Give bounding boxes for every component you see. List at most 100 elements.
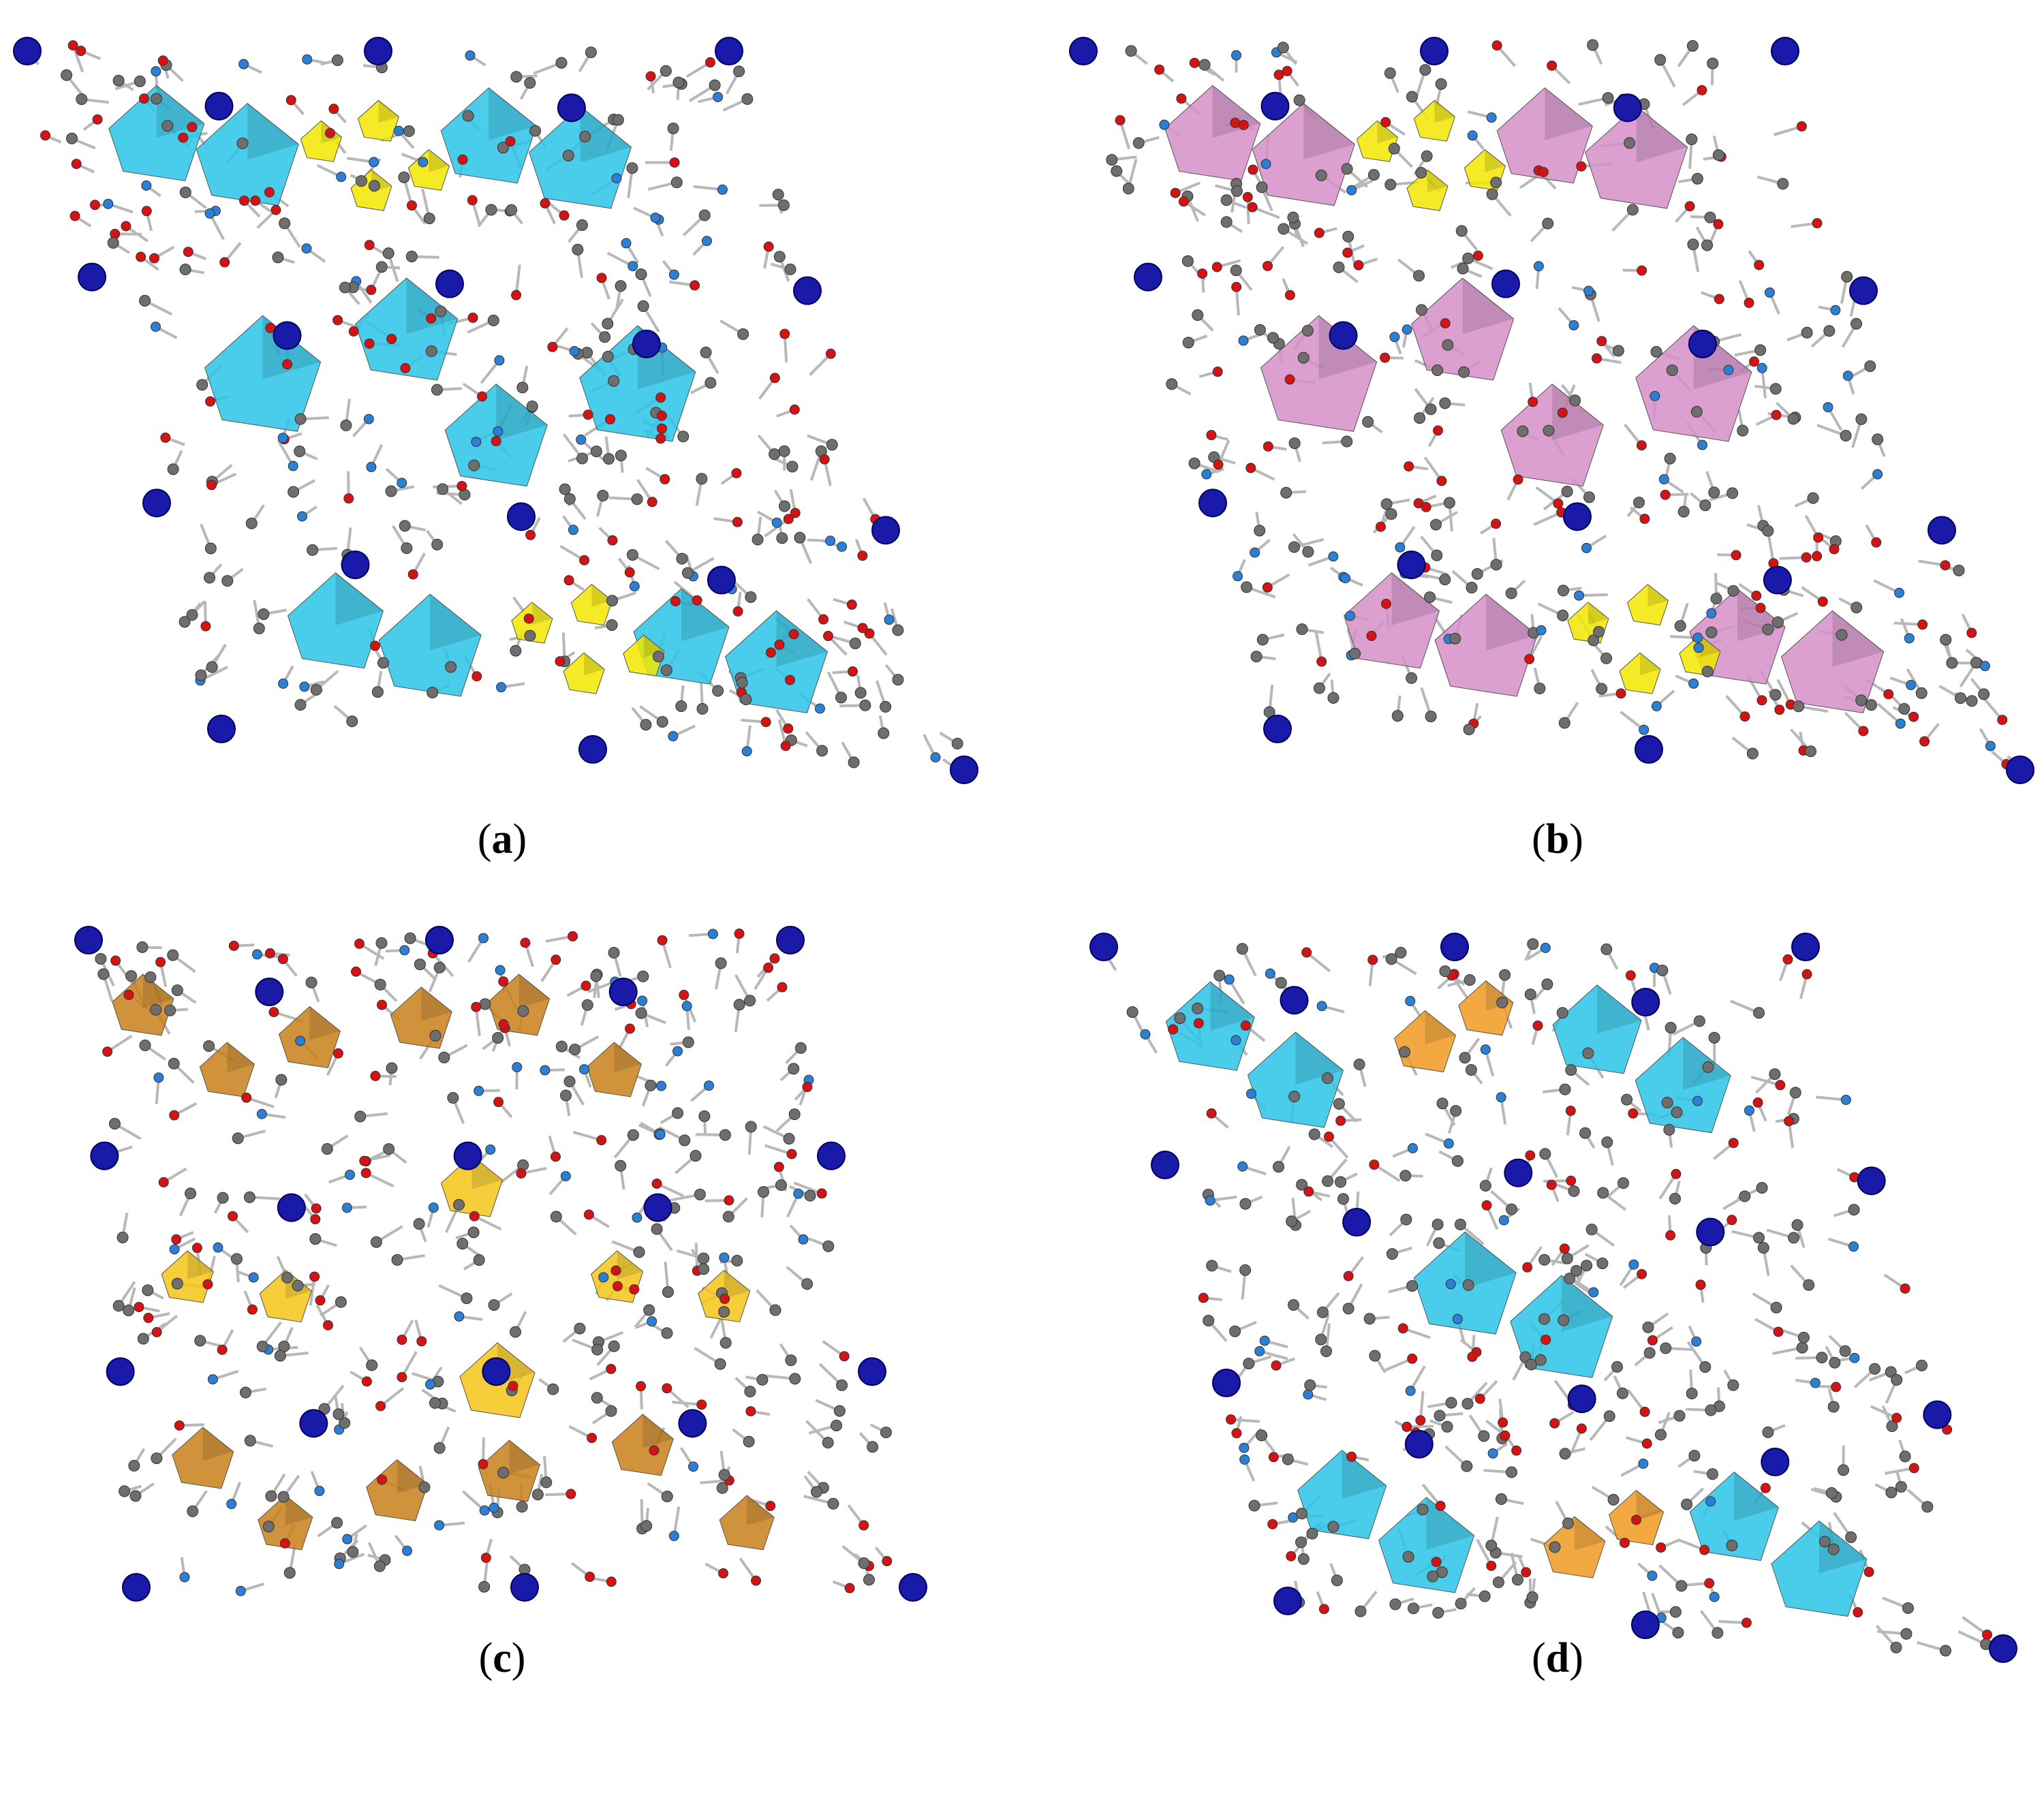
atom: [1940, 634, 1952, 646]
atom: [610, 1265, 621, 1276]
atom: [1369, 1350, 1381, 1362]
atom: [839, 1351, 850, 1362]
polyhedron-face: [1434, 100, 1455, 123]
atom: [1205, 1195, 1215, 1206]
atom: [531, 1489, 544, 1501]
metal-center: [90, 1141, 119, 1170]
atom: [1582, 1047, 1594, 1059]
polyhedron: [1585, 106, 1688, 209]
polyhedron: [1510, 1275, 1613, 1378]
polyhedron-face: [1552, 384, 1604, 441]
atom: [756, 1373, 769, 1386]
atom: [1691, 172, 1703, 185]
atom: [786, 1149, 797, 1159]
atom: [1499, 969, 1511, 981]
atom: [566, 1489, 576, 1499]
atom: [202, 1279, 213, 1290]
panel-label: (d): [1532, 1635, 1583, 1681]
atom: [1335, 1115, 1346, 1126]
atom: [854, 687, 867, 699]
atom: [1712, 1627, 1724, 1639]
atom: [1770, 1301, 1782, 1313]
polyhedron: [1378, 1497, 1475, 1593]
atom: [731, 468, 742, 479]
atom: [1885, 1366, 1897, 1378]
atom: [819, 454, 830, 465]
atom: [397, 478, 407, 488]
polyhedron: [1500, 384, 1604, 487]
atom: [1675, 1580, 1688, 1592]
atom: [1280, 486, 1292, 499]
metal-center: [715, 37, 743, 65]
atom: [625, 1023, 636, 1034]
atom: [1395, 946, 1407, 959]
atom: [1388, 142, 1400, 155]
atom: [1454, 1218, 1466, 1230]
atom: [204, 572, 216, 584]
atom: [294, 446, 306, 458]
atom: [858, 1520, 869, 1531]
atom: [311, 1203, 322, 1214]
metal-center: [1631, 988, 1660, 1016]
atom: [264, 948, 275, 959]
polyhedron-face: [776, 610, 828, 667]
metal-center: [678, 1409, 707, 1438]
atom: [480, 1553, 491, 1563]
atom: [1239, 1264, 1252, 1276]
polyhedron-face: [1818, 1521, 1867, 1574]
atom: [1443, 497, 1455, 509]
atom: [1691, 1336, 1702, 1347]
atom: [1486, 188, 1498, 200]
atom: [608, 1340, 620, 1352]
atom: [279, 217, 291, 230]
atom: [649, 1445, 660, 1456]
atom: [158, 1177, 169, 1187]
atom: [788, 629, 799, 640]
atom: [512, 1061, 523, 1072]
atom: [1982, 1630, 1993, 1640]
polyhedron-face: [580, 106, 632, 163]
atom: [1823, 402, 1833, 413]
atom: [375, 261, 388, 273]
atom: [336, 172, 347, 183]
atom: [1308, 1128, 1320, 1140]
atom: [793, 1188, 804, 1199]
atom: [282, 359, 293, 370]
atom: [510, 644, 522, 657]
atom: [660, 65, 672, 77]
atom: [1122, 183, 1134, 195]
paren: (: [479, 1635, 493, 1681]
metal-center: [1857, 1166, 1886, 1196]
atom: [1744, 1105, 1754, 1116]
atom: [655, 392, 666, 403]
atom: [1777, 178, 1789, 190]
metal-center: [2006, 756, 2034, 784]
metal-center: [1761, 1448, 1790, 1476]
atom: [1238, 119, 1249, 130]
atom: [1380, 598, 1391, 609]
atom: [660, 473, 670, 484]
atom: [1419, 64, 1431, 76]
atom: [345, 1169, 356, 1180]
metal-center: [1420, 37, 1449, 65]
atom: [523, 613, 534, 624]
atom: [1424, 591, 1436, 604]
polyhedron-face: [1647, 584, 1669, 607]
atom: [138, 93, 149, 104]
atom: [1666, 364, 1678, 376]
atom: [207, 1374, 218, 1385]
atom: [119, 1485, 131, 1497]
atom: [1487, 1448, 1498, 1459]
atom: [1688, 1450, 1701, 1462]
atom: [847, 666, 858, 677]
crystal-structures: [13, 37, 2034, 1663]
atom: [1478, 1590, 1491, 1602]
atom: [789, 404, 800, 415]
atom: [413, 1217, 425, 1230]
atom: [679, 1134, 691, 1147]
atom: [608, 947, 620, 959]
atom: [1318, 1604, 1329, 1615]
atom: [1805, 745, 1817, 758]
atom: [174, 1420, 185, 1431]
atom: [1762, 623, 1774, 636]
